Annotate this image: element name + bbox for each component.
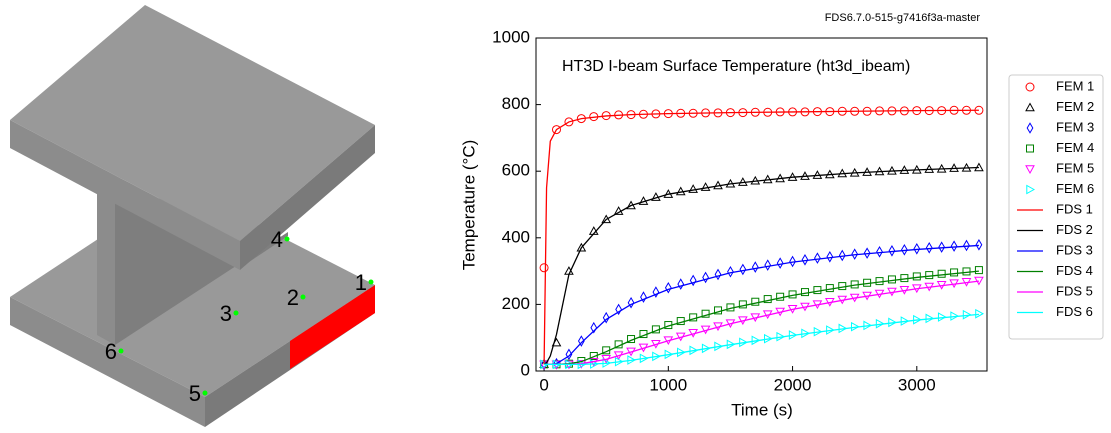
- marker: [728, 267, 734, 277]
- marker: [951, 241, 957, 251]
- legend-label: FEM 5: [1056, 160, 1094, 175]
- marker: [678, 279, 684, 289]
- point-label: 5: [189, 381, 201, 406]
- y-tick-label: 600: [502, 161, 530, 180]
- point-dot: [285, 237, 290, 242]
- legend-label: FEM 6: [1056, 181, 1094, 196]
- marker: [926, 243, 932, 253]
- point-dot: [369, 280, 374, 285]
- y-tick-label: 400: [502, 227, 530, 246]
- point-label: 6: [105, 339, 117, 364]
- marker: [964, 241, 970, 251]
- x-tick-label: 0: [539, 375, 548, 394]
- marker: [976, 240, 982, 250]
- point-label: 2: [287, 285, 299, 310]
- web-left: [97, 190, 115, 345]
- legend-label: FDS 3: [1056, 242, 1093, 257]
- i-beam: [10, 5, 375, 427]
- series-line: [544, 110, 979, 364]
- marker: [826, 285, 833, 292]
- y-axis-label: Temperature (°C): [459, 140, 478, 271]
- chart-title: HT3D I-beam Surface Temperature (ht3d_ib…: [562, 58, 910, 75]
- series-line: [544, 168, 979, 365]
- marker: [888, 276, 895, 283]
- point-label: 4: [271, 227, 283, 252]
- marker: [777, 258, 783, 268]
- y-tick-label: 1000: [492, 27, 530, 46]
- marker: [715, 270, 721, 280]
- legend-label: FEM 3: [1056, 119, 1094, 134]
- marker: [975, 267, 982, 274]
- marker: [666, 283, 672, 293]
- legend-label: FDS 2: [1056, 222, 1093, 237]
- marker: [963, 268, 970, 275]
- y-tick-label: 800: [502, 94, 530, 113]
- legend-label: FDS 1: [1056, 201, 1093, 216]
- marker: [540, 264, 548, 272]
- marker: [913, 273, 920, 280]
- legend-label: FDS 5: [1056, 283, 1093, 298]
- point-dot: [119, 349, 124, 354]
- plot-area: [540, 106, 983, 369]
- legend-label: FEM 4: [1056, 140, 1094, 155]
- marker: [951, 269, 958, 276]
- marker: [777, 293, 784, 300]
- legend-label: FDS 4: [1056, 263, 1093, 278]
- marker: [827, 252, 833, 262]
- marker: [815, 253, 821, 263]
- x-tick-label: 3000: [898, 375, 936, 394]
- point-dot: [234, 311, 239, 316]
- top-flange-top: [10, 5, 375, 241]
- point-label: 1: [355, 270, 367, 295]
- marker: [938, 270, 945, 277]
- marker: [740, 265, 746, 275]
- version-label: FDS6.7.0-515-g7416f3a-master: [825, 12, 981, 24]
- marker: [765, 260, 771, 270]
- marker: [814, 287, 821, 294]
- legend-label: FEM 1: [1056, 78, 1094, 93]
- y-tick-label: 200: [502, 294, 530, 313]
- x-axis-label: Time (s): [731, 400, 793, 419]
- marker: [689, 185, 697, 192]
- marker: [801, 289, 808, 296]
- legend-label: FDS 6: [1056, 304, 1093, 319]
- marker: [703, 273, 709, 283]
- marker: [877, 247, 883, 257]
- x-tick-label: 2000: [774, 375, 812, 394]
- point-label: 3: [220, 301, 232, 326]
- marker: [752, 262, 758, 272]
- x-tick-label: 1000: [649, 375, 687, 394]
- legend-label: FEM 2: [1056, 99, 1094, 114]
- y-tick-label: 0: [521, 360, 530, 379]
- point-dot: [203, 391, 208, 396]
- marker: [976, 310, 983, 318]
- marker: [702, 183, 710, 190]
- marker: [926, 272, 933, 279]
- figure: 1 2 3 4 5 6 FDS6.7.0-515-g7416f3a-master HT3D…: [0, 0, 1111, 433]
- point-dot: [301, 295, 306, 300]
